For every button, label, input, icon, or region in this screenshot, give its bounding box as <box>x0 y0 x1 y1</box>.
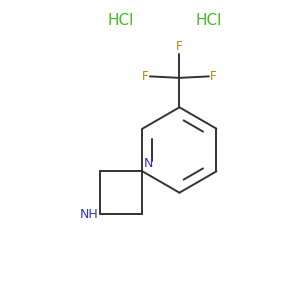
Text: NH: NH <box>80 208 98 220</box>
Text: HCl: HCl <box>107 13 134 28</box>
Text: N: N <box>144 157 153 170</box>
Text: F: F <box>176 40 183 53</box>
Text: F: F <box>210 70 217 83</box>
Text: F: F <box>142 70 149 83</box>
Text: HCl: HCl <box>196 13 222 28</box>
